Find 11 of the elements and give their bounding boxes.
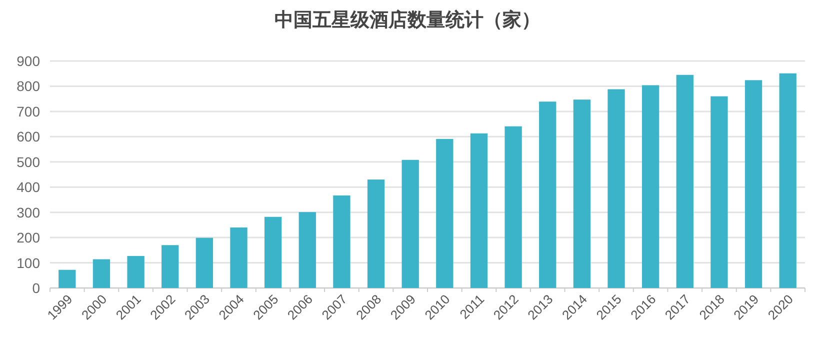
y-tick-label: 500 xyxy=(16,154,40,170)
y-tick-label: 400 xyxy=(16,179,40,196)
title: 中国五星级酒店数量统计（家） xyxy=(274,10,540,31)
y-tick-label: 200 xyxy=(16,230,40,246)
y-tick-label: 900 xyxy=(16,53,40,69)
y-tick-label: 0 xyxy=(32,280,40,296)
y-tick-label: 300 xyxy=(16,204,40,220)
y-tick-label: 100 xyxy=(16,254,40,271)
y-tick-label: 800 xyxy=(16,78,40,94)
y-tick-label: 700 xyxy=(16,103,40,120)
y-tick-label: 600 xyxy=(16,128,40,145)
